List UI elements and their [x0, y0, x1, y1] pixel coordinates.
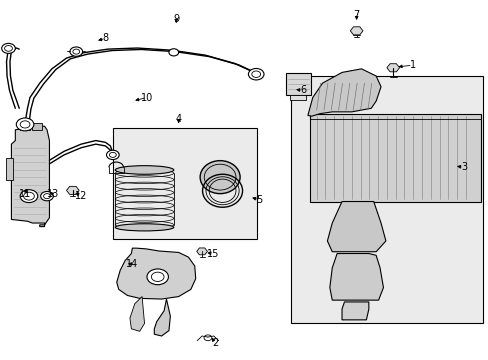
- Text: 4: 4: [175, 114, 182, 124]
- Polygon shape: [310, 114, 480, 202]
- Polygon shape: [130, 297, 144, 331]
- Text: 2: 2: [212, 338, 218, 348]
- Circle shape: [168, 49, 178, 56]
- Polygon shape: [32, 123, 42, 130]
- Circle shape: [41, 192, 53, 201]
- Ellipse shape: [115, 166, 173, 174]
- Text: 11: 11: [19, 189, 31, 199]
- Text: 5: 5: [256, 195, 262, 205]
- Polygon shape: [66, 186, 79, 194]
- Text: 6: 6: [299, 85, 305, 95]
- Text: 1: 1: [409, 60, 415, 70]
- Text: 3: 3: [460, 162, 466, 172]
- Text: 15: 15: [206, 248, 219, 258]
- Circle shape: [147, 269, 168, 285]
- Polygon shape: [5, 158, 13, 180]
- Circle shape: [70, 47, 82, 56]
- Polygon shape: [327, 202, 385, 252]
- Text: 12: 12: [75, 191, 87, 201]
- Polygon shape: [329, 253, 383, 300]
- Text: 14: 14: [126, 259, 138, 269]
- Polygon shape: [386, 64, 399, 72]
- Circle shape: [248, 68, 264, 80]
- Text: 7: 7: [353, 10, 359, 20]
- Polygon shape: [11, 126, 49, 226]
- Text: 8: 8: [102, 33, 108, 43]
- Text: 10: 10: [141, 93, 153, 103]
- Circle shape: [106, 150, 119, 159]
- Polygon shape: [289, 95, 306, 100]
- Bar: [290, 76, 483, 323]
- Polygon shape: [154, 299, 170, 336]
- Polygon shape: [196, 248, 207, 255]
- Text: 9: 9: [173, 14, 179, 24]
- Ellipse shape: [200, 161, 240, 194]
- Text: 13: 13: [47, 189, 60, 199]
- Circle shape: [20, 190, 38, 203]
- Polygon shape: [341, 302, 368, 320]
- Circle shape: [16, 118, 34, 131]
- Bar: [113, 128, 256, 239]
- Polygon shape: [349, 27, 362, 35]
- Circle shape: [1, 43, 15, 53]
- Ellipse shape: [115, 224, 173, 231]
- Polygon shape: [20, 121, 30, 130]
- Polygon shape: [307, 69, 380, 116]
- Polygon shape: [285, 73, 311, 95]
- Polygon shape: [117, 248, 195, 299]
